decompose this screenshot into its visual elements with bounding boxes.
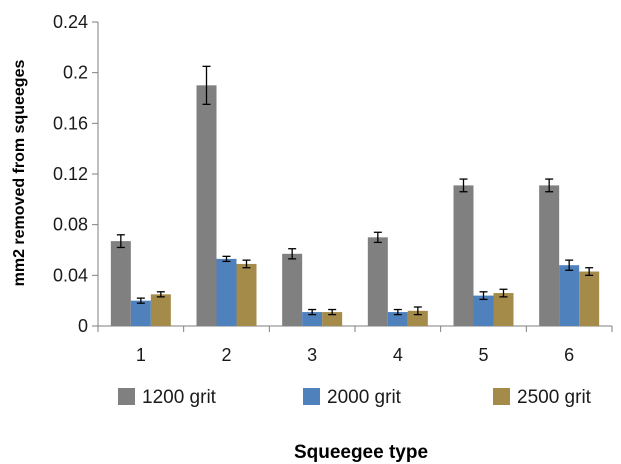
- bar: [130, 300, 151, 326]
- x-tick-label: 1: [136, 345, 146, 365]
- bar: [453, 185, 474, 326]
- x-tick-label: 3: [307, 345, 317, 365]
- bar: [302, 312, 323, 326]
- y-axis-title: mm2 removed from squeeges: [11, 60, 28, 287]
- bar: [559, 265, 580, 326]
- bar: [216, 258, 237, 326]
- bar: [493, 293, 514, 326]
- legend-label: 1200 grit: [142, 387, 217, 408]
- y-axis-ticks: 0 0.04 0.08 0.12 0.16 0.2 0.24: [53, 12, 98, 336]
- error-bar-group: [116, 65, 594, 316]
- legend-swatch: [493, 388, 510, 405]
- bar: [473, 295, 494, 326]
- x-tick-label: 6: [564, 345, 574, 365]
- x-tick-label: 2: [221, 345, 231, 365]
- bar: [407, 310, 428, 326]
- legend-label: 2500 grit: [517, 387, 592, 408]
- legend: 1200 grit 2000 grit 2500 grit: [118, 387, 592, 408]
- x-axis-ticks: 1 2 3 4 5 6: [97, 326, 613, 365]
- bar: [322, 312, 343, 326]
- bar: [110, 241, 131, 326]
- y-tick-label: 0.2: [63, 63, 88, 83]
- x-tick-label: 5: [478, 345, 488, 365]
- bar: [539, 185, 560, 326]
- chart-axes: [97, 22, 612, 327]
- legend-swatch: [303, 388, 320, 405]
- bar: [236, 263, 257, 326]
- bar: [282, 253, 303, 326]
- bar: [387, 312, 408, 326]
- bar: [150, 294, 171, 326]
- bar: [196, 85, 217, 326]
- legend-swatch: [118, 388, 135, 405]
- y-tick-label: 0.08: [53, 215, 88, 235]
- x-axis-title: Squeegee type: [294, 442, 428, 463]
- bar: [367, 237, 388, 326]
- y-tick-label: 0: [78, 316, 88, 336]
- y-tick-label: 0.16: [53, 113, 88, 133]
- x-tick-label: 4: [393, 345, 403, 365]
- y-tick-label: 0.24: [53, 12, 88, 32]
- y-tick-label: 0.12: [53, 164, 88, 184]
- bar: [579, 271, 600, 326]
- y-tick-label: 0.04: [53, 265, 88, 285]
- legend-label: 2000 grit: [327, 387, 402, 408]
- bar-series-group: [110, 85, 600, 326]
